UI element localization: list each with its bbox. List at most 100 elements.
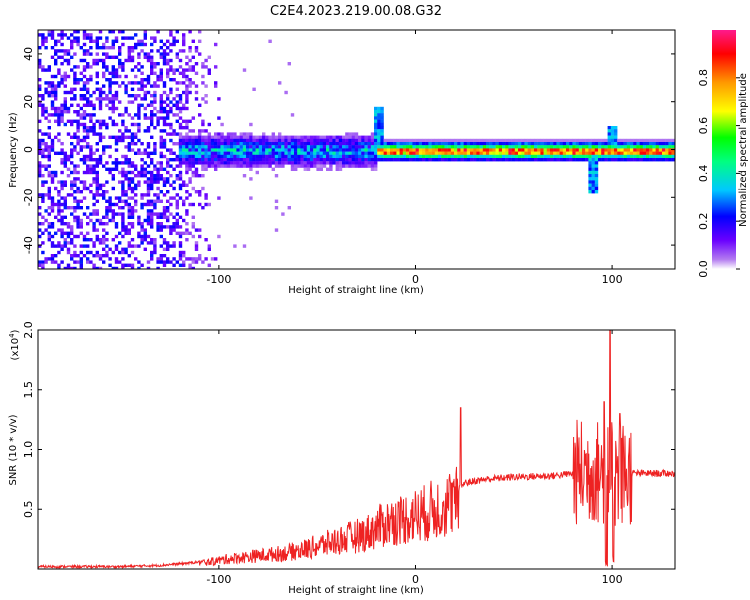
spectrogram-cell	[626, 148, 631, 152]
spectrogram-cell	[316, 138, 320, 143]
spectrogram-cell	[406, 158, 410, 162]
spectrogram-cell	[191, 222, 195, 226]
spectrogram-cell	[73, 65, 77, 69]
spectrogram-cell	[601, 154, 605, 159]
spectrogram-cell	[182, 199, 186, 203]
spectrogram-cell	[127, 254, 131, 258]
spectrogram-cell	[649, 145, 653, 149]
spectrogram-cell	[108, 206, 112, 210]
spectrogram-cell	[92, 263, 96, 267]
spectrogram-cell	[89, 260, 93, 264]
spectrogram-cell	[473, 142, 477, 146]
spectrogram-cell	[226, 138, 231, 143]
spectrogram-cell	[159, 138, 163, 143]
spectrogram-cell	[156, 110, 160, 114]
spectrogram-cell	[550, 138, 554, 143]
spectrogram-cell	[41, 97, 45, 101]
spectrogram-cell	[102, 148, 106, 152]
spectrogram-cell	[188, 49, 192, 53]
spectrogram-cell	[137, 170, 141, 175]
spectrogram-cell	[150, 209, 154, 213]
spectrogram-cell	[140, 151, 144, 155]
spectrogram-cell	[242, 68, 247, 72]
spectrogram-cell	[102, 71, 106, 75]
spectrogram-cell	[70, 241, 74, 245]
spectrogram-cell	[60, 209, 64, 213]
spectrogram-cell	[447, 151, 451, 155]
spectrogram-cell	[329, 164, 333, 168]
spectrogram-cell	[562, 142, 567, 146]
spectrogram-cell	[422, 145, 426, 149]
spectrogram-cell	[70, 266, 74, 269]
spectrogram-cell	[649, 158, 653, 162]
spectrogram-cell	[495, 142, 499, 146]
spectrogram-cell	[44, 132, 48, 136]
spectrogram-cell	[188, 84, 192, 88]
spectrogram-cell	[226, 132, 231, 136]
spectrogram-cell	[118, 138, 122, 143]
spectrogram-cell	[76, 254, 80, 258]
spectrogram-cell	[422, 154, 426, 159]
spectrogram-cell	[50, 174, 55, 178]
spectrogram-cell	[79, 158, 83, 162]
spectrogram-cell	[332, 148, 336, 152]
spectrogram-cell	[223, 161, 227, 165]
spectrogram-cell	[454, 145, 458, 149]
spectrogram-cell	[172, 129, 176, 133]
spectrogram-cell	[47, 154, 51, 159]
spectrogram-cell	[646, 142, 650, 146]
spectrogram-cell	[367, 151, 371, 155]
spectrogram-cell	[143, 36, 147, 40]
spectrogram-cell	[230, 151, 234, 155]
spectrogram-cell	[153, 238, 157, 242]
spectrogram-cell	[188, 266, 192, 269]
spectrogram-cell	[140, 78, 144, 82]
spectrogram-cell	[191, 186, 195, 191]
spectrogram-cell	[185, 100, 189, 104]
spectrogram-cell	[143, 161, 147, 165]
spectrogram-cell	[105, 238, 109, 242]
spectrogram-cell	[300, 164, 304, 168]
spectrogram-cell	[454, 154, 458, 159]
spectrogram-cell	[370, 161, 375, 165]
spectrogram-cell	[98, 106, 103, 111]
spectrogram-cell	[60, 33, 64, 37]
spectrogram-cell	[601, 148, 605, 152]
spectrogram-cell	[578, 148, 583, 152]
spectrogram-cell	[370, 135, 375, 139]
spectrogram-cell	[73, 215, 77, 219]
spectrogram-cell	[201, 129, 205, 133]
spectrogram-cell	[444, 158, 448, 162]
spectrogram-cell	[134, 142, 138, 146]
spectrogram-cell	[172, 222, 176, 226]
spectrogram-cell	[489, 138, 493, 143]
spectrogram-cell	[47, 145, 51, 149]
spectrogram-cell	[319, 164, 323, 168]
spectrogram-cell	[630, 151, 634, 155]
spectrogram-cell	[639, 151, 643, 155]
spectrogram-cell	[425, 158, 429, 162]
spectrogram-cell	[76, 218, 80, 223]
spectrogram-cell	[114, 68, 119, 72]
spectrogram-cell	[47, 90, 51, 95]
spectrogram-cell	[511, 158, 515, 162]
spectrogram-cell	[274, 164, 279, 168]
spectrogram-cell	[396, 145, 400, 149]
spectrogram-cell	[537, 142, 541, 146]
spectrogram-cell	[505, 151, 509, 155]
spectrogram-cell	[591, 170, 595, 175]
spectrogram-cell	[140, 263, 144, 267]
spectrogram-cell	[614, 132, 618, 136]
spectrogram-cell	[658, 142, 663, 146]
spectrogram-cell	[146, 170, 151, 175]
spectrogram-cell	[102, 228, 106, 232]
spectrogram-cell	[498, 145, 503, 149]
colorbar-tick-label: 0.4	[697, 165, 710, 183]
spectrogram-cell	[89, 148, 93, 152]
spectrogram-cell	[92, 212, 96, 216]
spectrogram-cell	[351, 145, 355, 149]
spectrogram-cell	[482, 145, 487, 149]
snr-scale-prefix: (x10	[10, 338, 21, 361]
spectrogram-cell	[188, 78, 192, 82]
